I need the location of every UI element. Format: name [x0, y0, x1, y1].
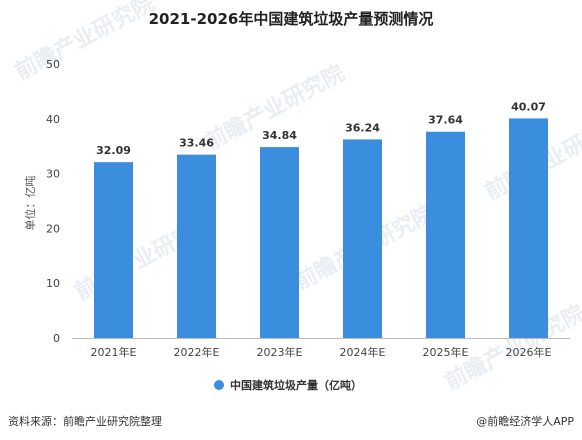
y-tick-label: 30 [46, 168, 60, 181]
x-tick-label: 2023年E [257, 345, 303, 359]
x-tick-label: 2022年E [174, 345, 220, 359]
y-tick-label: 40 [46, 113, 60, 126]
data-labels-group: 32.09 33.46 34.84 36.24 37.64 40.07 [96, 100, 546, 157]
bar [177, 154, 216, 338]
bars-group [94, 118, 548, 338]
x-tick-label: 2021年E [91, 345, 137, 359]
source-text: 资料来源：前瞻产业研究院整理 [8, 414, 162, 428]
bar [426, 131, 465, 338]
legend-label: 中国建筑垃圾产量（亿吨） [230, 378, 362, 392]
bar-value-label: 32.09 [96, 144, 131, 157]
bar-value-label: 40.07 [511, 100, 546, 113]
x-tick-label: 2025年E [423, 345, 469, 359]
legend-marker [214, 380, 224, 390]
bar [94, 162, 133, 338]
y-tick-label: 0 [53, 332, 60, 345]
credit-text: @前瞻经济学人APP [476, 414, 574, 428]
y-axis-ticks: 0 10 20 30 40 50 [46, 58, 60, 345]
x-tick-label: 2024年E [340, 345, 386, 359]
y-tick-label: 10 [46, 277, 60, 290]
x-axis-ticks: 2021年E 2022年E 2023年E 2024年E 2025年E 2026年E [91, 345, 552, 359]
legend: 中国建筑垃圾产量（亿吨） [214, 378, 362, 392]
y-axis-label: 单位：亿吨 [23, 176, 37, 231]
watermark-text: 前瞻产业研究院 [11, 0, 159, 85]
bar-value-label: 37.64 [428, 114, 463, 127]
bar [260, 147, 299, 338]
bar-value-label: 36.24 [345, 121, 380, 134]
bar-value-label: 34.84 [262, 129, 297, 142]
bar-value-label: 33.46 [179, 137, 214, 150]
x-tick-label: 2026年E [506, 345, 552, 359]
y-tick-label: 20 [46, 222, 60, 235]
bar [343, 139, 382, 338]
bar [509, 118, 548, 338]
chart-title: 2021-2026年中国建筑垃圾产量预测情况 [149, 10, 434, 28]
y-tick-label: 50 [46, 58, 60, 71]
